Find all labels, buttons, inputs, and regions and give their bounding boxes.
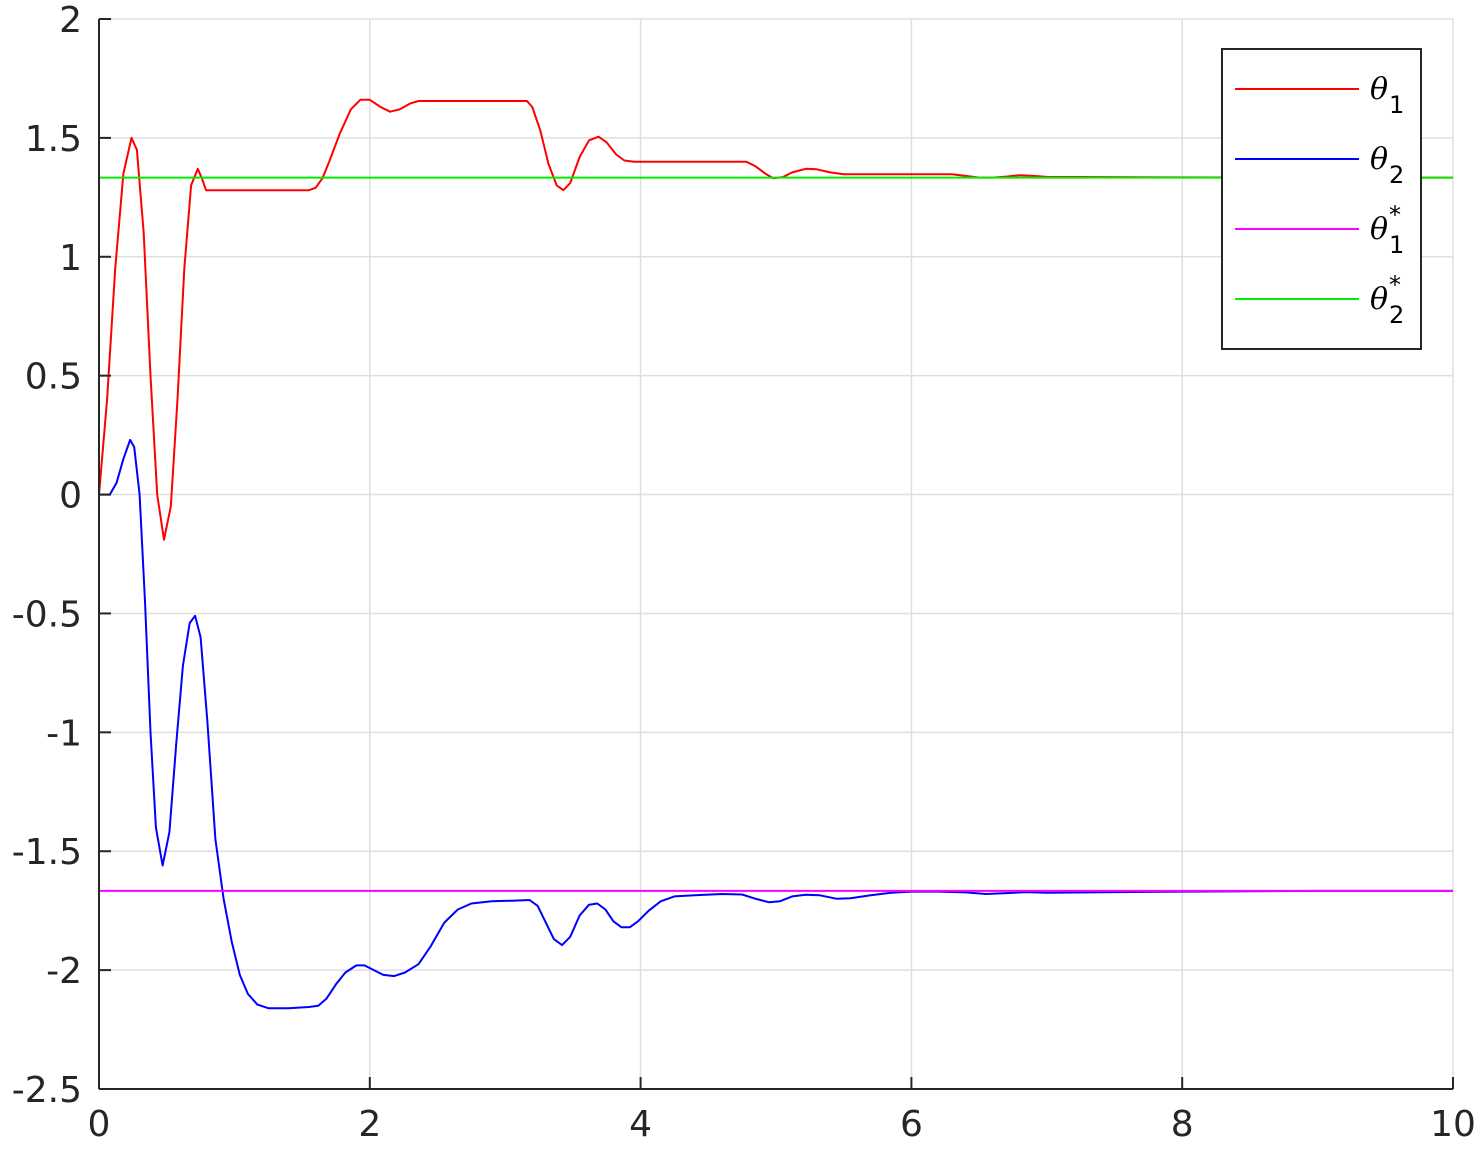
series-line-2 bbox=[99, 438, 1453, 1010]
x-tick-label: 10 bbox=[1430, 1104, 1476, 1145]
y-tick-label: -2 bbox=[46, 951, 82, 992]
x-tick-label: 0 bbox=[88, 1104, 111, 1145]
legend-label-symbol: θ bbox=[1370, 72, 1388, 107]
y-tick-label: 0.5 bbox=[25, 357, 82, 398]
legend-label-superscript: * bbox=[1389, 201, 1401, 229]
y-tick-label: 0 bbox=[59, 476, 82, 517]
y-tick-label: -1.5 bbox=[12, 832, 82, 873]
legend-label-subscript: 2 bbox=[1389, 161, 1404, 189]
y-tick-label: -1 bbox=[46, 713, 82, 754]
series-line-1 bbox=[98, 98, 1453, 541]
y-tick-label: 2 bbox=[59, 0, 82, 41]
legend-label-symbol: θ bbox=[1370, 282, 1388, 317]
y-tick-label: 1 bbox=[59, 238, 82, 279]
x-tick-label: 2 bbox=[358, 1104, 381, 1145]
x-tick-label: 4 bbox=[629, 1104, 652, 1145]
y-tick-label: -2.5 bbox=[12, 1070, 82, 1111]
grid-lines bbox=[98, 18, 1454, 1090]
x-tick-label: 8 bbox=[1171, 1104, 1194, 1145]
x-tick-label: 6 bbox=[900, 1104, 923, 1145]
y-tick-label: 1.5 bbox=[25, 119, 82, 160]
legend: θ 1θ 2θ 1*θ 2* bbox=[1221, 48, 1422, 350]
y-tick-label: -0.5 bbox=[12, 594, 82, 635]
legend-label-subscript: 1 bbox=[1389, 231, 1404, 259]
legend-label-superscript: * bbox=[1389, 271, 1401, 299]
legend-label-subscript: 1 bbox=[1389, 91, 1404, 119]
legend-label-symbol: θ bbox=[1370, 212, 1388, 247]
legend-label-symbol: θ bbox=[1370, 142, 1388, 177]
legend-label-subscript: 2 bbox=[1389, 301, 1404, 329]
axes: 0 2 4 6 8 10 2 1.5 1 0.5 0 -0.5 -1 -1.5 -2 -2.5 bbox=[12, 0, 1476, 1145]
